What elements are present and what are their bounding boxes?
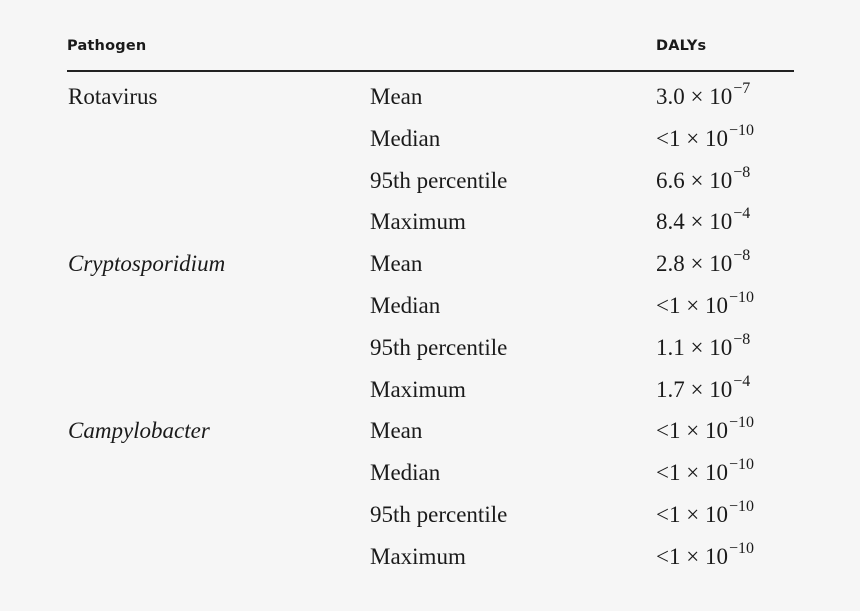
- table-row: Median <1 × 10−10: [67, 122, 794, 168]
- statistic-cell: Mean: [370, 251, 423, 277]
- statistic-cell: 95th percentile: [370, 167, 508, 193]
- statistic-cell: 95th percentile: [370, 502, 508, 527]
- dalys-value-cell: 1.7 × 10−4: [656, 373, 750, 403]
- statistic-cell: Maximum: [370, 543, 466, 569]
- value-exponent: −4: [733, 205, 751, 223]
- value-base: 8.4 × 10: [656, 209, 733, 235]
- value-exponent: −7: [733, 80, 751, 97]
- value-exponent: −10: [728, 456, 754, 474]
- value-base: 3.0 × 10: [656, 84, 733, 109]
- dalys-value-cell: 6.6 × 10−8: [656, 164, 750, 194]
- value-exponent: −10: [728, 414, 754, 432]
- table-row: Median <1 × 10−10: [67, 456, 794, 502]
- value-exponent: −10: [728, 289, 754, 306]
- value-base: <1 × 10: [656, 418, 728, 444]
- value-exponent: −8: [733, 247, 751, 265]
- value-base: <1 × 10: [656, 125, 728, 151]
- table-row: Maximum 8.4 × 10−4: [67, 205, 794, 251]
- statistic-cell: Median: [370, 293, 441, 318]
- value-base: 6.6 × 10: [656, 167, 733, 193]
- value-base: <1 × 10: [656, 293, 728, 318]
- statistic-cell: Median: [370, 125, 441, 151]
- value-base: 1.1 × 10: [656, 334, 733, 360]
- table-row: 95th percentile 1.1 × 10−8: [67, 331, 794, 377]
- dalys-value-cell: <1 × 10−10: [656, 414, 754, 444]
- pathogen-cell: Rotavirus: [68, 84, 158, 109]
- statistic-cell: 95th percentile: [370, 334, 508, 360]
- dalys-value-cell: <1 × 10−10: [656, 498, 754, 528]
- pathogen-cell: Cryptosporidium: [68, 251, 226, 277]
- dalys-value-cell: 1.1 × 10−8: [656, 331, 750, 361]
- table-row: Cryptosporidium Mean 2.8 × 10−8: [67, 247, 794, 293]
- statistic-cell: Mean: [370, 418, 423, 444]
- value-base: 2.8 × 10: [656, 251, 733, 277]
- value-base: 1.7 × 10: [656, 376, 733, 402]
- header-dalys: DALYs: [656, 38, 707, 54]
- value-exponent: −4: [733, 372, 751, 390]
- dalys-value-cell: 3.0 × 10−7: [656, 80, 750, 110]
- value-base: <1 × 10: [656, 502, 728, 527]
- table-row: Campylobacter Mean <1 × 10−10: [67, 414, 794, 460]
- dalys-value-cell: <1 × 10−10: [656, 456, 754, 486]
- table-row: Maximum 1.7 × 10−4: [67, 373, 794, 419]
- value-exponent: −10: [728, 539, 754, 557]
- value-base: <1 × 10: [656, 460, 728, 486]
- table-row: Median <1 × 10−10: [67, 289, 794, 335]
- dalys-value-cell: <1 × 10−10: [656, 289, 754, 319]
- dalys-value-cell: 2.8 × 10−8: [656, 247, 750, 277]
- header-pathogen: Pathogen: [67, 38, 147, 54]
- table-row: 95th percentile <1 × 10−10: [67, 498, 794, 544]
- table-header: Pathogen DALYs: [67, 0, 794, 72]
- statistic-cell: Median: [370, 460, 441, 486]
- value-exponent: −10: [728, 498, 754, 515]
- dalys-value-cell: <1 × 10−10: [656, 540, 754, 570]
- value-exponent: −10: [728, 121, 754, 139]
- table-row: Rotavirus Mean 3.0 × 10−7: [67, 80, 794, 126]
- pathogen-cell: Campylobacter: [68, 418, 210, 444]
- dalys-value-cell: <1 × 10−10: [656, 122, 754, 152]
- statistic-cell: Maximum: [370, 376, 466, 402]
- statistic-cell: Maximum: [370, 209, 466, 235]
- statistic-cell: Mean: [370, 84, 423, 109]
- table-row: 95th percentile 6.6 × 10−8: [67, 164, 794, 210]
- table-row: Maximum <1 × 10−10: [67, 540, 794, 586]
- dalys-value-cell: 8.4 × 10−4: [656, 205, 750, 235]
- value-exponent: −8: [733, 163, 751, 181]
- value-exponent: −8: [733, 330, 751, 348]
- value-base: <1 × 10: [656, 543, 728, 569]
